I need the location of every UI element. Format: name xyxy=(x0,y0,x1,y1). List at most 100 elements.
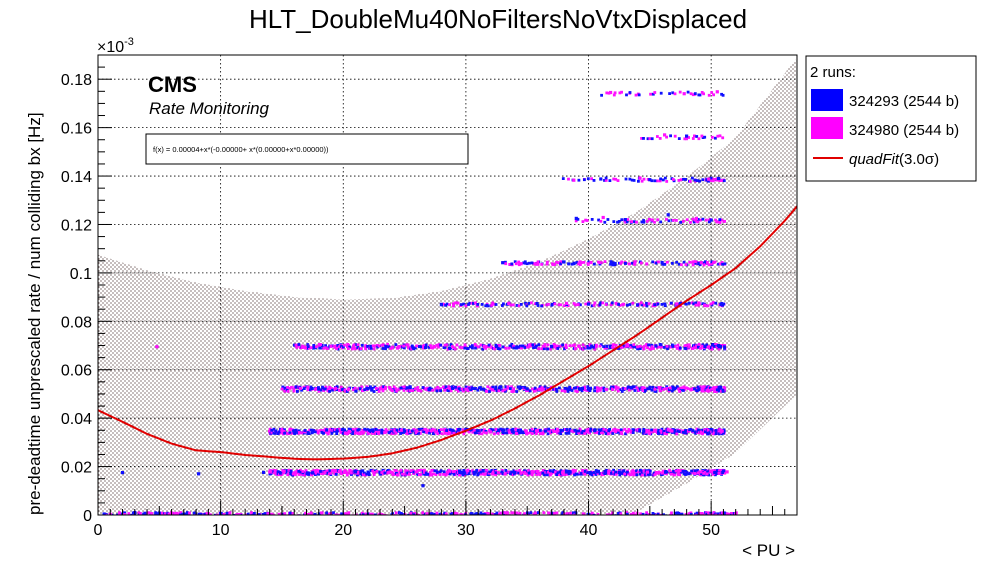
band-marker xyxy=(600,473,604,477)
band-marker xyxy=(577,178,581,182)
band-marker xyxy=(617,220,621,223)
band-marker xyxy=(333,472,337,475)
band-marker xyxy=(640,471,644,475)
band-marker xyxy=(296,429,299,433)
band-marker xyxy=(436,432,440,436)
band-marker xyxy=(612,177,616,181)
band-marker xyxy=(703,304,707,308)
band-marker xyxy=(480,428,484,432)
band-marker xyxy=(402,385,406,389)
band-marker xyxy=(427,345,431,349)
band-marker xyxy=(675,347,679,350)
band-marker xyxy=(614,387,618,391)
band-marker xyxy=(250,511,253,515)
band-marker xyxy=(502,428,506,432)
band-marker xyxy=(608,513,612,515)
band-marker xyxy=(404,343,407,347)
band-marker xyxy=(660,471,664,475)
band-marker xyxy=(439,469,443,473)
band-marker xyxy=(675,260,679,264)
band-marker xyxy=(493,347,497,351)
data-point xyxy=(372,471,376,475)
band-marker xyxy=(389,388,393,392)
band-marker xyxy=(673,473,676,477)
band-marker xyxy=(457,385,461,389)
band-marker xyxy=(645,304,649,308)
band-marker xyxy=(563,347,566,351)
band-marker xyxy=(676,512,680,515)
band-marker xyxy=(155,513,158,515)
band-marker xyxy=(550,303,554,307)
band-marker xyxy=(627,429,631,433)
band-marker xyxy=(574,386,578,390)
band-marker xyxy=(542,511,546,515)
band-marker xyxy=(308,346,311,350)
band-marker xyxy=(381,347,385,350)
band-marker xyxy=(714,301,718,305)
band-marker xyxy=(684,178,687,181)
band-marker xyxy=(317,472,320,476)
band-marker xyxy=(494,471,498,475)
band-marker xyxy=(701,513,705,515)
band-marker xyxy=(363,473,367,477)
band-marker xyxy=(356,471,359,475)
band-marker xyxy=(419,468,423,472)
band-marker xyxy=(490,388,494,391)
band-marker xyxy=(389,347,393,350)
band-marker xyxy=(375,516,378,519)
band-marker xyxy=(721,93,725,97)
band-marker xyxy=(292,471,296,475)
band-marker xyxy=(409,469,413,472)
band-marker xyxy=(646,346,649,350)
band-marker xyxy=(290,512,294,515)
band-marker xyxy=(505,303,509,306)
band-marker xyxy=(688,428,691,431)
band-marker xyxy=(684,515,687,518)
band-marker xyxy=(422,430,425,433)
band-marker xyxy=(700,386,704,390)
band-marker xyxy=(634,93,638,97)
band-marker xyxy=(306,347,309,350)
band-marker xyxy=(382,470,386,473)
band-marker xyxy=(504,262,508,266)
band-marker xyxy=(697,137,701,141)
band-marker xyxy=(546,432,550,436)
band-marker xyxy=(651,304,655,308)
band-marker xyxy=(534,263,537,266)
band-marker xyxy=(389,430,393,434)
band-marker xyxy=(383,431,387,435)
band-marker xyxy=(274,516,277,519)
band-marker xyxy=(244,513,248,515)
band-marker xyxy=(472,513,476,515)
band-marker xyxy=(603,220,607,224)
band-marker xyxy=(648,385,652,389)
band-marker xyxy=(502,302,505,306)
band-marker xyxy=(308,428,311,432)
data-point xyxy=(725,470,729,474)
band-marker xyxy=(540,263,544,266)
band-marker xyxy=(711,301,715,305)
band-marker xyxy=(581,220,585,223)
band-marker xyxy=(662,513,665,515)
band-marker xyxy=(464,304,468,308)
band-marker xyxy=(334,473,338,476)
band-marker xyxy=(402,344,405,348)
band-marker xyxy=(309,511,313,515)
band-marker xyxy=(515,304,519,307)
band-marker xyxy=(369,386,373,390)
data-point xyxy=(658,386,662,390)
data-point xyxy=(609,90,613,95)
band-marker xyxy=(546,343,550,347)
band-marker xyxy=(567,472,571,476)
data-point xyxy=(613,429,618,434)
band-marker xyxy=(300,473,304,476)
band-marker xyxy=(518,387,522,391)
band-marker xyxy=(466,468,470,472)
band-marker xyxy=(705,343,709,347)
band-marker xyxy=(393,469,397,472)
band-marker xyxy=(656,430,660,434)
band-marker xyxy=(635,220,638,224)
band-marker xyxy=(286,473,290,477)
band-marker xyxy=(573,343,576,347)
series-2-points xyxy=(108,90,738,515)
